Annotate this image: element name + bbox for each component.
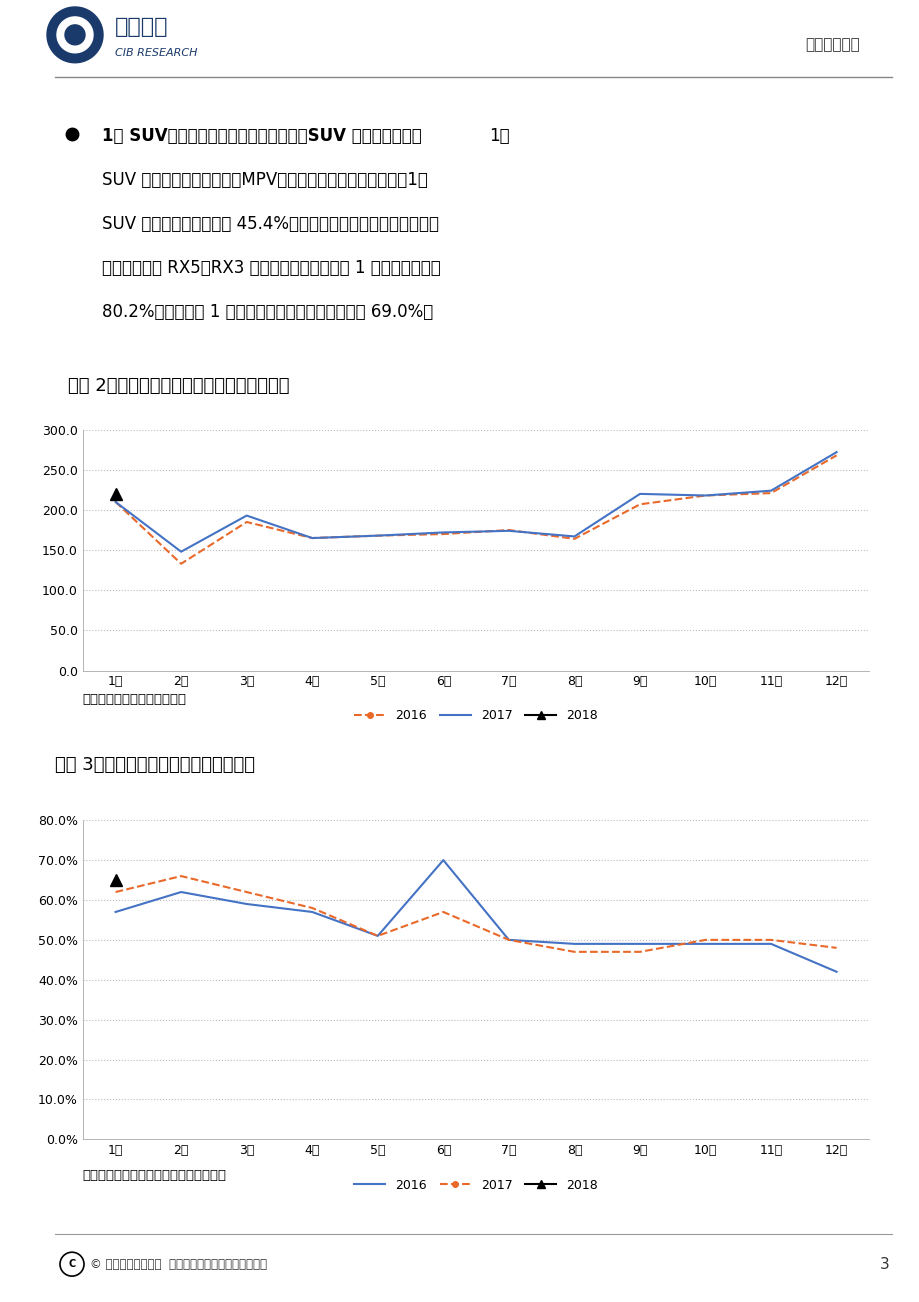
Legend: 2016, 2017, 2018: 2016, 2017, 2018 [349, 1174, 602, 1197]
Text: 3: 3 [879, 1256, 889, 1272]
Text: SUV 占比继续提升，到达 45.4%。分车企来看，上汽乘用车取得开: SUV 占比继续提升，到达 45.4%。分车企来看，上汽乘用车取得开 [102, 215, 438, 233]
Text: © 兴业研究版权所有  使用前请参阅最后一页重要声明: © 兴业研究版权所有 使用前请参阅最后一页重要声明 [90, 1258, 267, 1271]
Text: CIB RESEARCH: CIB RESEARCH [115, 48, 198, 57]
Text: 1月 SUV、轿车销量均实现同比正增长，SUV 占比继续提升。: 1月 SUV、轿车销量均实现同比正增长，SUV 占比继续提升。 [102, 126, 421, 145]
Text: C: C [68, 1259, 75, 1269]
Text: 1月: 1月 [489, 126, 509, 145]
Text: SUV 和轿车均实现正增长，MPV、交叉型乘用车则继续低迷，1月: SUV 和轿车均实现正增长，MPV、交叉型乘用车则继续低迷，1月 [102, 171, 427, 189]
Legend: 2016, 2017, 2018: 2016, 2017, 2018 [349, 704, 602, 727]
Text: 80.2%，另外吉利 1 月同样表现强劲，销量同比增长 69.0%。: 80.2%，另外吉利 1 月同样表现强劲，销量同比增长 69.0%。 [102, 302, 433, 320]
Polygon shape [47, 7, 103, 62]
Text: 数据来源：乘联会、兴业研究: 数据来源：乘联会、兴业研究 [83, 694, 187, 706]
Text: 兴业研究: 兴业研究 [115, 17, 168, 36]
Text: 图表 3：汽车经销商库存预警指数走势图: 图表 3：汽车经销商库存预警指数走势图 [55, 756, 255, 773]
Polygon shape [57, 17, 93, 53]
Text: 图表 2：乘联会狭义乘用车零售情况（万辆）: 图表 2：乘联会狭义乘用车零售情况（万辆） [68, 376, 289, 395]
Polygon shape [65, 25, 85, 44]
Text: 门红，在荣威 RX5、RX3 等推动下，上汽乘用车 1 月销量同比增长: 门红，在荣威 RX5、RX3 等推动下，上汽乘用车 1 月销量同比增长 [102, 259, 440, 277]
Text: 汽车行业报告: 汽车行业报告 [804, 38, 859, 52]
Text: 数据来源：中国汽车流通协会、兴业研究: 数据来源：中国汽车流通协会、兴业研究 [83, 1169, 227, 1182]
